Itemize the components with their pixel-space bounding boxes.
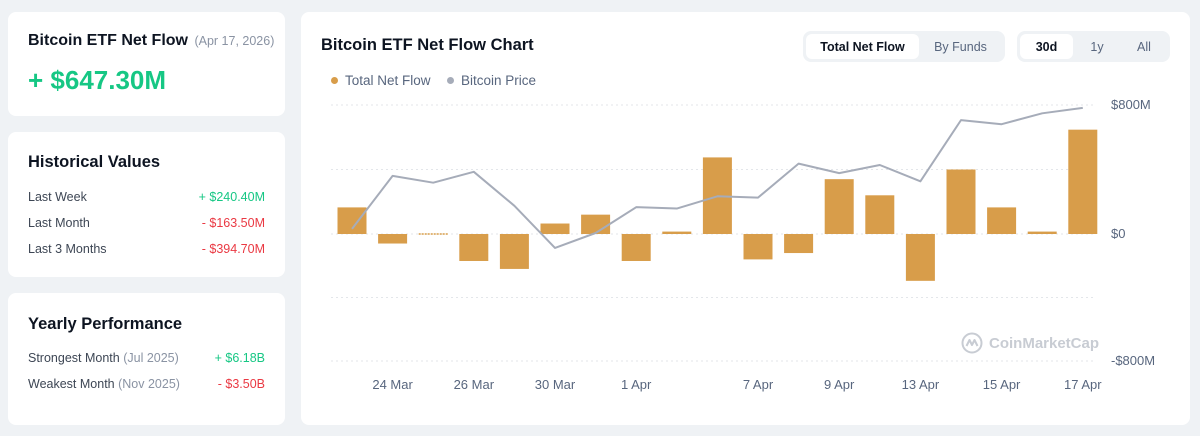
legend-bitcoin-price[interactable]: Bitcoin Price xyxy=(447,73,536,88)
historical-value: - $163.50M xyxy=(201,216,265,230)
net-flow-bar xyxy=(905,234,935,281)
net-flow-chart-card: Bitcoin ETF Net Flow Chart Total Net Flo… xyxy=(301,12,1190,425)
historical-values-title: Historical Values xyxy=(28,153,161,171)
yearly-value: + $6.18B xyxy=(214,351,265,365)
net-flow-bar xyxy=(540,223,570,234)
net-flow-bar xyxy=(459,234,489,261)
net-flow-bar xyxy=(784,234,814,254)
net-flow-bar xyxy=(378,234,408,244)
historical-row-3-months: Last 3 Months - $394.70M xyxy=(28,242,265,256)
coinmarketcap-logo-icon xyxy=(961,332,983,354)
net-flow-bar xyxy=(743,234,773,260)
net-flow-plot: $800M $0 -$800M 24 Mar 26 Mar 30 Mar 1 Apr 7 Ap… xyxy=(331,97,1155,392)
x-tick-label: 17 Apr xyxy=(1064,377,1102,392)
bitcoin-price-line xyxy=(351,106,1083,249)
legend-net-flow[interactable]: Total Net Flow xyxy=(331,73,431,88)
yearly-row-strongest: Strongest Month (Jul 2025) + $6.18B xyxy=(28,351,265,365)
x-tick-label: 1 Apr xyxy=(621,377,652,392)
range-30d-tab[interactable]: 30d xyxy=(1020,34,1073,59)
range-all-tab[interactable]: All xyxy=(1137,39,1151,54)
historical-row-month: Last Month - $163.50M xyxy=(28,216,265,230)
net-flow-bar xyxy=(499,234,529,269)
watermark: CoinMarketCap xyxy=(961,332,1099,354)
net-flow-bar xyxy=(1027,231,1057,234)
net-flow-date: (Apr 17, 2026) xyxy=(194,34,275,48)
net-flow-bar xyxy=(621,234,651,261)
x-tick-label: 13 Apr xyxy=(902,377,940,392)
x-tick-label: 9 Apr xyxy=(824,377,855,392)
historical-row-week: Last Week + $240.40M xyxy=(28,190,265,204)
net-flow-bar xyxy=(865,195,895,234)
net-flow-bar xyxy=(662,231,692,234)
legend-bitcoin-price-swatch xyxy=(447,77,454,84)
by-funds-tab[interactable]: By Funds xyxy=(934,39,987,54)
view-toggle: Total Net Flow By Funds xyxy=(803,31,1005,62)
range-toggle: 30d 1y All xyxy=(1017,31,1170,62)
yearly-performance-title: Yearly Performance xyxy=(28,315,183,333)
net-flow-bar xyxy=(581,214,611,234)
y-tick-label: $0 xyxy=(1111,226,1125,241)
net-flow-bar xyxy=(1068,129,1098,234)
legend-net-flow-swatch xyxy=(331,77,338,84)
net-flow-card: Bitcoin ETF Net Flow (Apr 17, 2026) + $6… xyxy=(8,12,285,116)
net-flow-bar xyxy=(987,207,1017,234)
net-flow-bar xyxy=(824,179,854,234)
x-tick-label: 26 Mar xyxy=(454,377,495,392)
historical-values-card: Historical Values Last Week + $240.40M L… xyxy=(8,132,285,277)
range-1y-tab[interactable]: 1y xyxy=(1090,39,1104,54)
x-tick-label: 15 Apr xyxy=(983,377,1021,392)
y-tick-label: -$800M xyxy=(1111,353,1155,368)
yearly-row-weakest: Weakest Month (Nov 2025) - $3.50B xyxy=(28,377,265,391)
chart-title: Bitcoin ETF Net Flow Chart xyxy=(321,36,534,54)
x-tick-label: 7 Apr xyxy=(743,377,774,392)
yearly-performance-card: Yearly Performance Strongest Month (Jul … xyxy=(8,293,285,425)
historical-value: + $240.40M xyxy=(198,190,265,204)
net-flow-title: Bitcoin ETF Net Flow (Apr 17, 2026) xyxy=(28,32,275,49)
net-flow-bar xyxy=(337,207,367,234)
yearly-value: - $3.50B xyxy=(217,377,265,391)
x-tick-label: 30 Mar xyxy=(535,377,576,392)
total-net-flow-tab[interactable]: Total Net Flow xyxy=(806,34,919,59)
net-flow-value: + $647.30M xyxy=(28,65,167,95)
y-tick-label: $800M xyxy=(1111,97,1151,112)
net-flow-bar xyxy=(946,169,976,234)
x-tick-label: 24 Mar xyxy=(372,377,413,392)
historical-value: - $394.70M xyxy=(201,242,265,256)
